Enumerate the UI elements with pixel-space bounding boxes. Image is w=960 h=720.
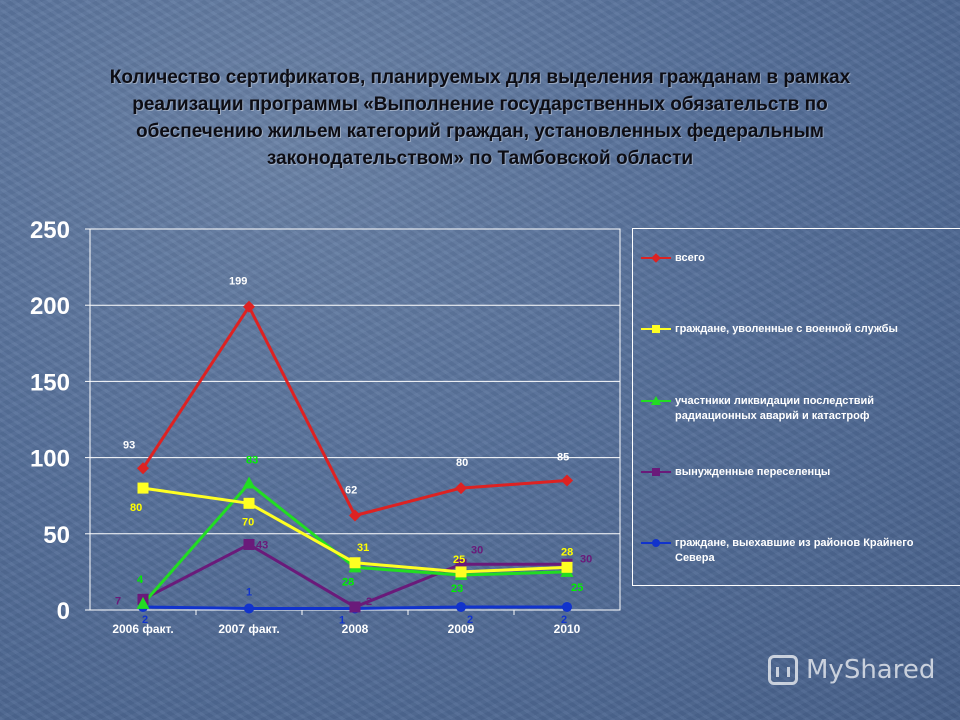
data-label: 7 [115,595,121,607]
data-label: 2 [366,596,372,608]
data-label: 28 [561,546,573,558]
data-label: 2 [142,614,148,626]
data-point [561,474,573,487]
data-point [349,509,361,522]
y-tick-label: 150 [30,369,70,396]
data-label: 80 [130,502,142,514]
x-tick-label: 2009 [448,622,475,636]
data-point [136,596,150,609]
x-tick-label: 2010 [554,622,581,636]
data-point [455,482,467,495]
legend-swatch-migrants [641,467,671,477]
data-point [349,601,361,613]
data-label: 30 [471,544,483,556]
legend-label-liquidators: участники ликвидации последствий радиаци… [675,395,875,422]
data-label: 93 [123,439,135,451]
y-tick-label: 0 [57,598,70,625]
data-label: 31 [357,542,369,554]
legend-swatch-north [641,538,671,548]
legend-swatch-liquidators [641,396,671,406]
legend-swatch-vsego [641,253,671,263]
data-label: 25 [571,582,583,594]
data-label: 2 [467,614,473,626]
watermark-text: MyShared [806,655,936,685]
x-tick-label: 2006 факт. [112,622,173,636]
data-point [562,601,572,612]
data-label: 85 [557,451,569,463]
y-tick-label: 50 [43,522,70,549]
data-point [455,566,467,578]
title-line-2: реализации программы «Выполнение государ… [132,94,828,115]
data-label: 83 [246,455,258,467]
data-label: 43 [256,539,268,551]
data-label: 70 [242,516,254,528]
data-point [137,462,149,475]
plot-area-border [89,228,621,611]
legend-item-migrants: вынужденные переселенцы [641,465,950,480]
data-label: 23 [451,583,463,595]
data-label: 1 [246,586,252,598]
data-point [561,561,573,573]
title-line-3: обеспечению жильем категорий граждан, ус… [136,121,824,142]
series-line [141,482,568,605]
slide-title: Количество сертификатов, планируемых для… [80,64,880,172]
legend-item-north: граждане, выехавшие из районов Крайнего … [641,536,950,566]
x-tick-label: 2008 [342,622,369,636]
legend-label-military: граждане, уволенные с военной службы [675,323,898,335]
data-point [244,603,254,614]
data-point [349,557,361,569]
legend-item-military: граждане, уволенные с военной службы [641,322,950,337]
data-label: 30 [580,553,592,565]
legend-item-vsego: всего [641,251,950,266]
data-label: 2 [561,614,567,626]
data-point [137,482,149,494]
chart-legend: всего граждане, уволенные с военной служ… [632,228,960,586]
data-label: 28 [342,576,354,588]
legend-item-liquidators: участники ликвидации последствий радиаци… [641,394,950,424]
data-label: 25 [453,554,465,566]
data-point [243,538,255,550]
data-point [242,476,256,489]
data-label: 4 [137,574,144,586]
title-line-1: Количество сертификатов, планируемых для… [109,67,851,88]
data-label: 199 [229,276,247,288]
y-tick-label: 250 [30,217,70,244]
x-tick-label: 2007 факт. [218,622,279,636]
legend-label-north: граждане, выехавшие из районов Крайнего … [675,537,914,564]
legend-label-vsego: всего [675,252,705,264]
title-line-4: законодательством» по Тамбовской области [266,148,694,169]
data-label: 1 [339,614,345,626]
data-point [456,601,466,612]
y-tick-label: 200 [30,293,70,320]
data-point [243,497,255,509]
data-label: 80 [456,457,468,469]
series-line [142,542,567,609]
data-label: 62 [345,485,357,497]
watermark: MyShared [768,655,935,685]
y-tick-label: 100 [30,446,70,473]
legend-swatch-military [641,324,671,334]
legend-label-migrants: вынужденные переселенцы [675,466,831,478]
myshared-logo-icon [768,655,798,685]
data-point [455,558,467,570]
data-point [243,300,255,313]
